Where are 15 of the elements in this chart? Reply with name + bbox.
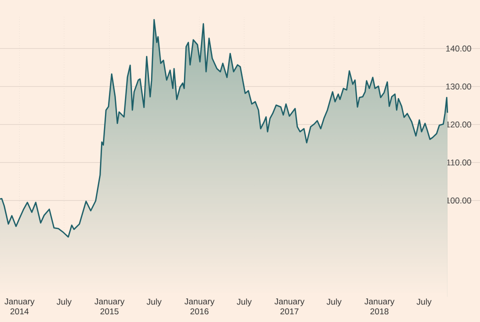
x-tick-label: January 2017 <box>274 298 304 314</box>
y-tick-label: 110.00 <box>446 160 472 166</box>
x-tick-label: January 2018 <box>364 298 394 314</box>
x-tick-label: July <box>236 298 252 306</box>
x-tick-label: January 2016 <box>184 298 214 314</box>
y-tick-label: 140.00 <box>446 46 472 52</box>
x-tick-label: July <box>56 298 72 306</box>
y-tick-label: 130.00 <box>446 84 472 90</box>
x-tick-label: January 2015 <box>94 298 125 314</box>
y-tick-label: 120.00 <box>446 122 472 128</box>
x-tick-label: July <box>326 298 342 306</box>
y-tick-label: 100.00 <box>446 198 472 204</box>
x-tick-label: July <box>416 298 432 306</box>
x-tick-label: January 2014 <box>4 298 35 314</box>
x-tick-label: July <box>146 298 162 306</box>
